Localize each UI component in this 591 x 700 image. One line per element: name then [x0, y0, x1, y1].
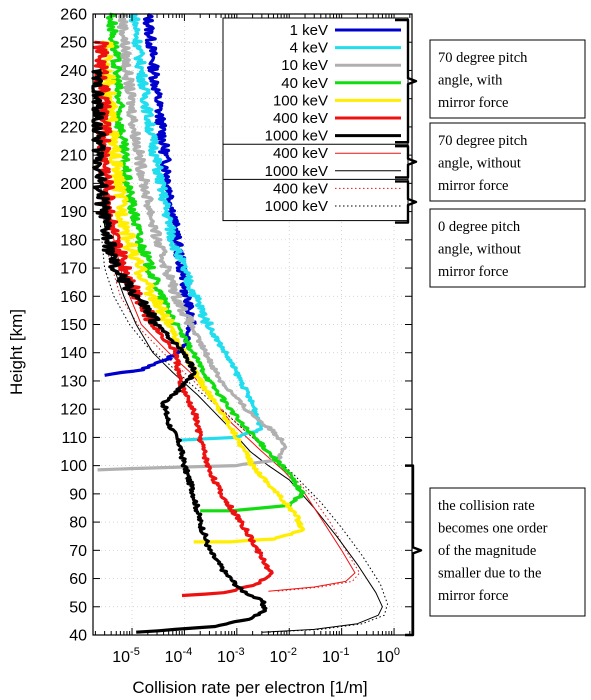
series-line-400-kev-9	[102, 211, 361, 592]
y-tick-label: 80	[69, 515, 87, 532]
y-tick-label: 100	[60, 458, 87, 475]
x-tick-label: 10-3	[217, 646, 245, 666]
x-axis-title: Collision rate per electron [1/m]	[132, 678, 367, 697]
x-tick-label: 100	[376, 646, 400, 666]
series-line-40-kev-3	[106, 12, 306, 513]
legend-label: 400 keV	[273, 145, 328, 162]
annotation-box	[429, 122, 586, 202]
y-tick-label: 190	[60, 204, 87, 221]
legend-label: 400 keV	[273, 180, 328, 197]
annotation-box	[429, 39, 586, 119]
y-tick-label: 180	[60, 232, 87, 249]
y-tick-label: 70	[69, 543, 87, 560]
legend-label: 1000 keV	[265, 163, 328, 180]
series-line-4-kev-1	[128, 13, 265, 442]
x-tick-label: 10-4	[165, 646, 193, 666]
annotation-box	[429, 208, 586, 288]
group-brackets	[395, 18, 423, 637]
annotation-line: angle, with	[438, 73, 503, 89]
annotation-line: mirror force	[438, 588, 508, 604]
y-tick-label: 120	[60, 402, 87, 419]
group-bracket	[395, 180, 418, 224]
y-tick-label: 210	[60, 148, 87, 165]
annotation-line: mirror force	[438, 178, 508, 194]
group-bracket	[395, 18, 418, 144]
y-tick-label: 140	[60, 345, 87, 362]
axis-ticks	[93, 13, 412, 636]
y-tick-labels: 40 50 60 70 80 90 100 110 120 130 140 150 160 170 180 1…	[60, 7, 87, 645]
series-line-1000-kev-6	[91, 68, 268, 634]
annotation-line: angle, without	[438, 156, 521, 172]
legend-label: 1 keV	[290, 22, 328, 39]
x-tick-label: 10-5	[112, 646, 140, 666]
x-tick-labels: 10-5 10-4 10-3 10-2 10-1 100	[112, 646, 400, 666]
annotation-line: 70 degree pitch	[438, 50, 528, 66]
y-tick-label: 230	[60, 91, 87, 108]
y-tick-label: 240	[60, 63, 87, 80]
group-bracket	[405, 464, 423, 637]
legend-box	[222, 17, 409, 222]
y-tick-label: 90	[69, 486, 87, 503]
annotation-line: of the magnitude	[438, 543, 536, 559]
legend-label: 100 keV	[273, 92, 328, 109]
y-tick-label: 250	[60, 35, 87, 52]
series-layer	[91, 12, 388, 634]
series-line-1000-kev-8	[100, 183, 383, 633]
group-bracket	[395, 145, 418, 179]
legend-label: 10 keV	[281, 57, 328, 74]
annotation-line: the collision rate	[438, 498, 535, 514]
y-tick-label: 220	[60, 119, 87, 136]
x-tick-label: 10-2	[269, 646, 297, 666]
annotation-line: mirror force	[438, 264, 508, 280]
y-tick-label: 150	[60, 317, 87, 334]
annotation-line: smaller due to the	[438, 566, 541, 582]
annotation-line: 0 degree pitch	[438, 219, 521, 235]
y-tick-label: 40	[69, 628, 87, 645]
legend-label: 400 keV	[273, 110, 328, 127]
series-line-1000-kev-10	[100, 225, 388, 633]
series-line-10-kev-2	[97, 12, 288, 472]
y-tick-label: 200	[60, 176, 87, 193]
annotation-box	[429, 487, 586, 617]
annotation-line: mirror force	[438, 95, 508, 111]
y-tick-label: 260	[60, 7, 87, 24]
legend-label: 1000 keV	[265, 198, 328, 215]
annotation-line: becomes one order	[438, 521, 548, 537]
y-tick-label: 50	[69, 599, 87, 616]
y-tick-label: 130	[60, 373, 87, 390]
annotation-line: 70 degree pitch	[438, 133, 528, 149]
x-tick-label: 10-1	[322, 646, 350, 666]
y-axis-title: Height [km]	[7, 309, 26, 395]
legend-label: 4 keV	[290, 40, 328, 57]
annotation-line: angle, without	[438, 242, 521, 258]
annotation-boxes: 70 degree pitch angle, with mirror force 70…	[429, 39, 586, 617]
y-tick-label: 160	[60, 289, 87, 306]
y-tick-label: 60	[69, 571, 87, 588]
y-tick-label: 110	[61, 430, 87, 447]
legend-label: 40 keV	[281, 75, 328, 92]
y-tick-label: 170	[60, 261, 87, 278]
legend-label: 1000 keV	[265, 128, 328, 145]
